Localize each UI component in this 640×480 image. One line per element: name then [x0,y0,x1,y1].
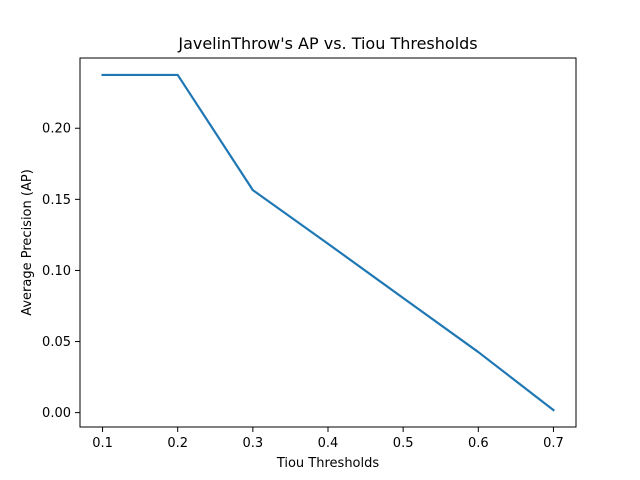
x-axis-ticks: 0.1 0.2 0.3 0.4 0.5 0.6 0.7 [92,427,564,451]
y-tick-label: 0.20 [42,122,71,137]
plot-layer [101,73,555,412]
x-tick-label: 0.1 [92,436,113,451]
y-tick-label: 0.15 [42,193,71,208]
series-line [101,73,555,412]
x-tick-label: 0.6 [468,436,489,451]
x-tick-label: 0.4 [318,436,339,451]
x-tick-label: 0.5 [393,436,414,451]
y-axis-ticks: 0.00 0.05 0.10 0.15 0.20 [42,122,80,421]
y-tick-label: 0.10 [42,264,71,279]
chart-title: JavelinThrow's AP vs. Tiou Thresholds [177,34,477,53]
x-tick-label: 0.3 [243,436,264,451]
y-axis-title: Average Precision (AP) [20,169,35,316]
x-axis-title: Tiou Thresholds [276,456,380,471]
y-tick-label: 0.05 [42,335,71,350]
x-tick-label: 0.2 [167,436,188,451]
x-tick-label: 0.7 [543,436,564,451]
y-tick-label: 0.00 [42,406,71,421]
